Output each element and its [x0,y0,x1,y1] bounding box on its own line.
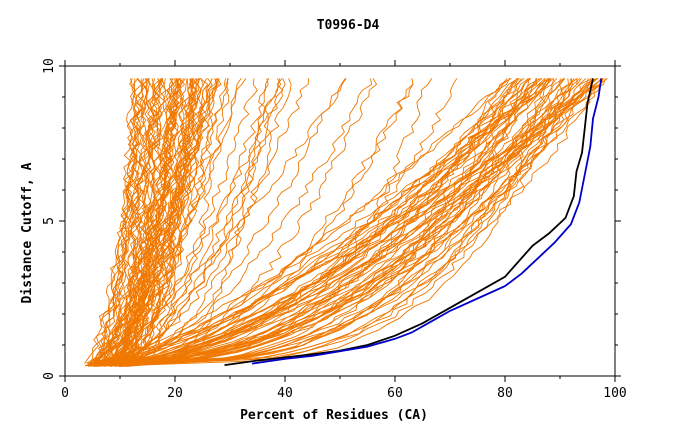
model-curve [126,78,570,365]
model-curve [97,78,247,364]
model-curve [120,78,512,365]
model-curve [108,78,563,365]
x-tick-label: 20 [167,386,183,401]
x-tick-label: 100 [603,386,626,401]
best-curve [251,78,603,365]
reference-curve [224,78,594,366]
model-curve [110,78,157,364]
model-curve [106,78,555,364]
model-curve [91,78,519,367]
model-curve [128,78,541,365]
model-curve [84,78,151,364]
model-curve [86,78,286,366]
model-curve [114,78,196,365]
x-tick-label: 60 [387,386,403,401]
model-curve [110,78,414,366]
model-curve [120,78,414,368]
model-curve [124,78,378,365]
model-curve [127,78,155,365]
model-curve [100,78,191,367]
x-tick-label: 80 [497,386,513,401]
model-curve [94,78,163,365]
model-curve [95,78,284,365]
model-curve [118,78,528,368]
model-curve [124,78,209,363]
model-curve [119,78,310,364]
model-curve [105,78,269,366]
model-curve [112,78,218,364]
model-curve [92,78,142,367]
model-curve [130,78,177,364]
model-curve [112,78,150,366]
model-curve [119,78,270,364]
model-curve [109,78,373,366]
axes: 0 20 40 60 80 100 0 5 10 [42,58,627,401]
model-curves [84,77,608,368]
model-curve [95,78,566,364]
model-curve [110,78,574,367]
model-curve [87,78,551,365]
model-curve [125,78,511,365]
model-curve [121,78,565,363]
y-axis-label: Distance Cutoff, A [20,162,35,303]
highlighted-curves [224,78,603,366]
model-curve [109,78,346,368]
model-curve [106,78,602,363]
model-curve [126,78,538,366]
y-tick-label: 5 [42,217,57,225]
x-tick-label: 0 [61,386,69,401]
model-curve [119,78,175,366]
y-tick-label: 10 [42,58,57,74]
model-curve [125,78,552,364]
model-curve [93,78,230,367]
model-curve [112,78,573,366]
model-curve [119,78,538,365]
chart-title: T0996-D4 [317,18,380,33]
model-curve [125,78,182,363]
model-curve [99,78,519,365]
model-curve [97,78,150,367]
y-tick-label: 0 [42,372,57,380]
model-curve [101,78,578,364]
x-tick-label: 40 [277,386,293,401]
model-curve [89,78,433,366]
x-axis-label: Percent of Residues (CA) [240,408,428,423]
model-curve [93,78,181,365]
model-curve [85,78,558,366]
model-curve [120,78,510,366]
model-curve [96,78,458,364]
model-curve [96,78,530,365]
model-curve [125,77,593,367]
model-curve [120,78,522,364]
model-curve [115,78,282,368]
model-curve [121,78,198,367]
model-curve [103,78,208,364]
model-curve [114,78,604,366]
model-curve [99,78,292,366]
model-curve [127,78,537,366]
model-curve [106,78,594,365]
